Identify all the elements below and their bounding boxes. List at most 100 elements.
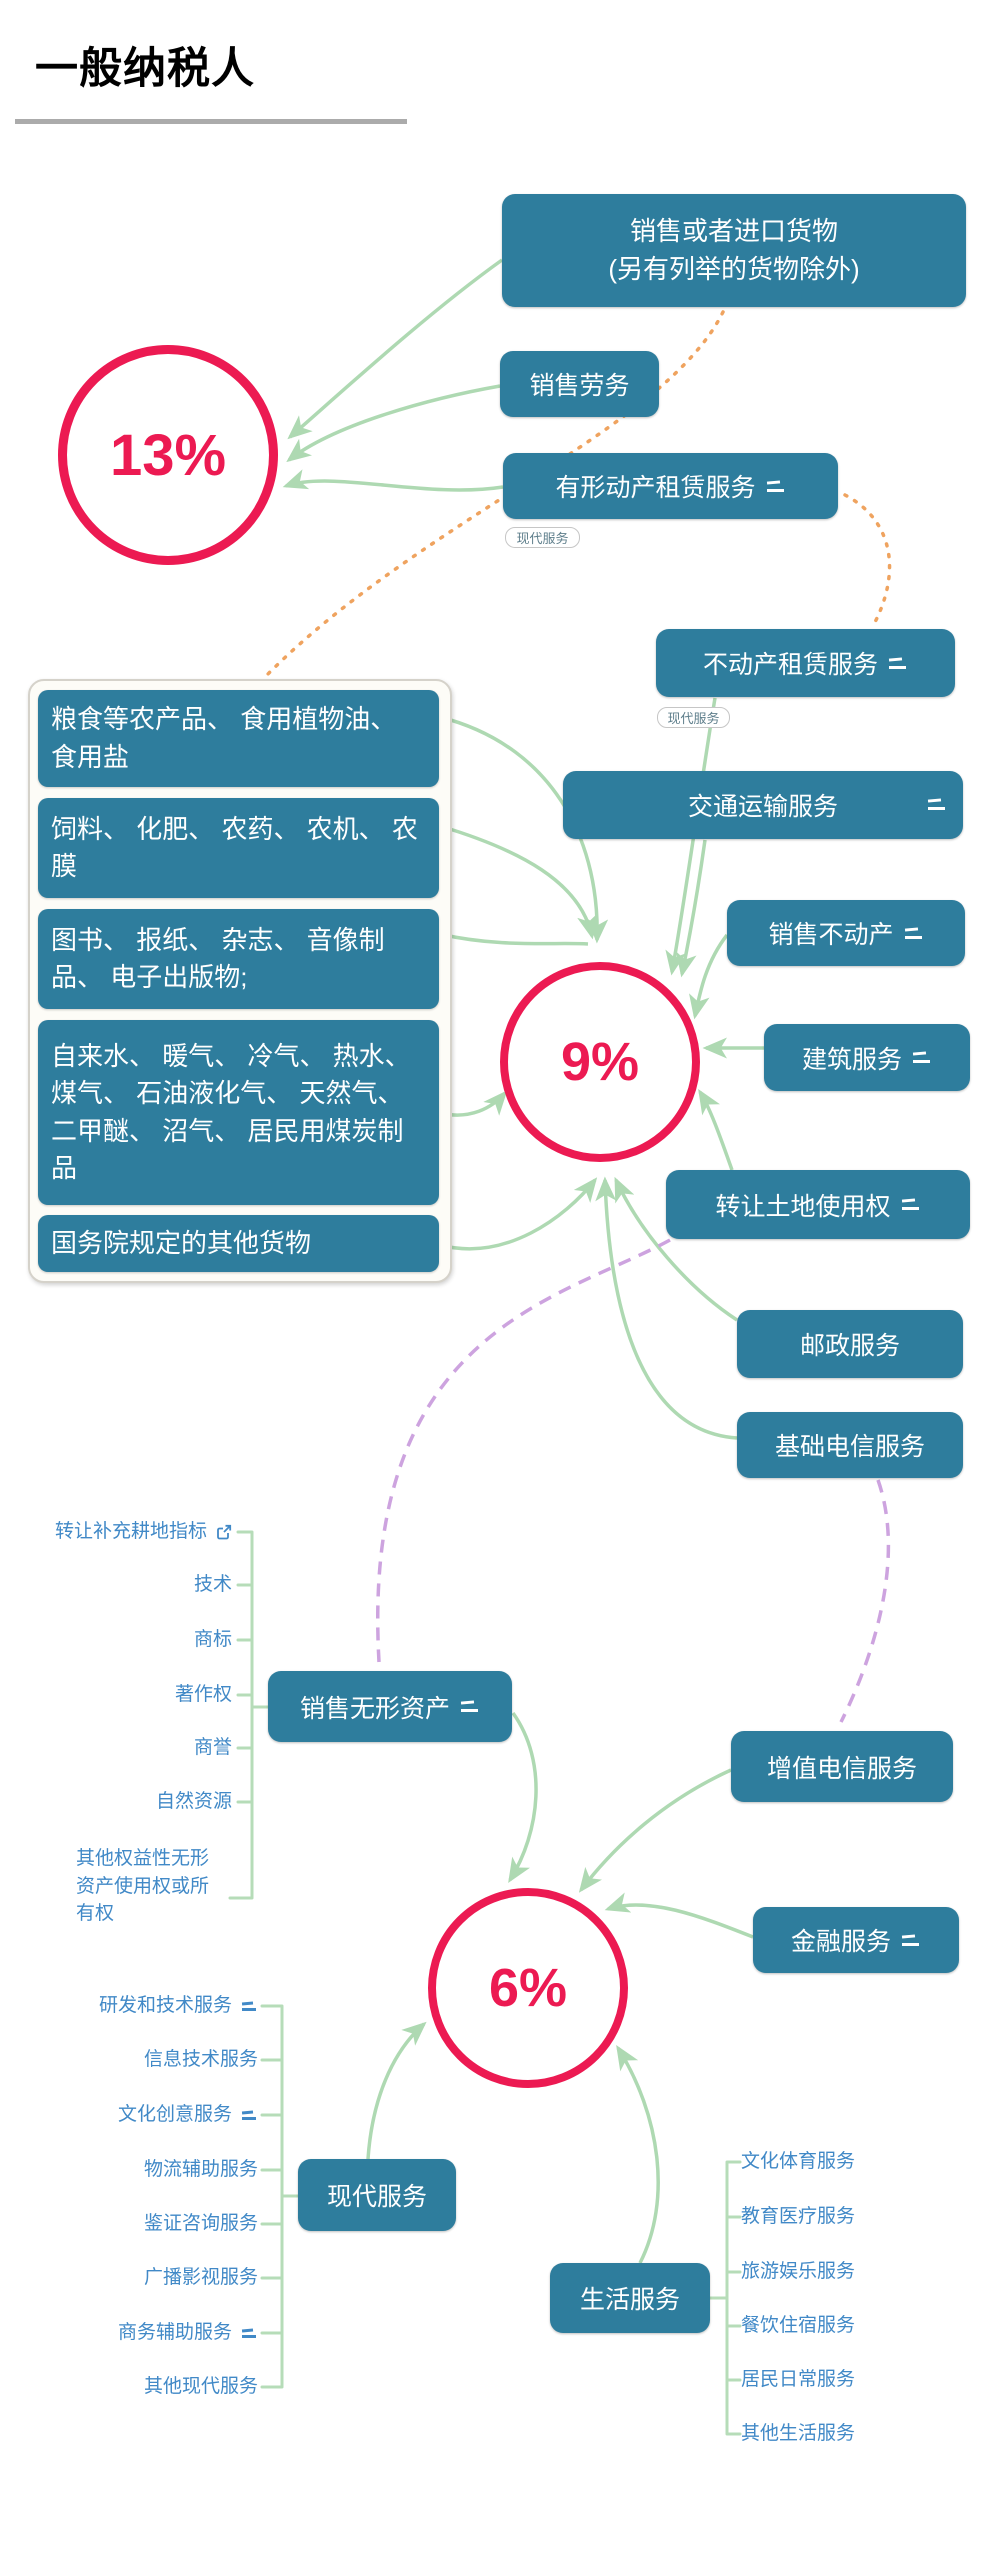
life-item-culture-sports[interactable]: 文化体育服务 bbox=[741, 2148, 941, 2176]
intangible-item-copyright-label: 著作权 bbox=[174, 1684, 232, 1706]
notes-icon bbox=[241, 2328, 258, 2339]
rate-circle-9[interactable]: 9% bbox=[500, 962, 700, 1162]
arrow-finance-to-6 bbox=[604, 1892, 754, 1939]
modern-item-certification-label: 鉴证咨询服务 bbox=[143, 2213, 258, 2235]
life-item-other[interactable]: 其他生活服务 bbox=[741, 2420, 941, 2448]
arrow-books-to-9 bbox=[439, 932, 589, 946]
modern-item-business-support[interactable]: 商务辅助服务 bbox=[40, 2319, 258, 2347]
node-tangible-lease-label: 有形动产租赁服务 bbox=[555, 474, 756, 502]
goods-item-books-label: 图书、 报纸、 杂志、 音像制品、 电子出版物; bbox=[51, 924, 385, 992]
bracket-modern-list bbox=[260, 2004, 300, 2389]
node-land-use-right[interactable]: 转让土地使用权 bbox=[666, 1170, 970, 1239]
node-construction-label: 建筑服务 bbox=[801, 1045, 902, 1074]
dashed-land-use-to-intangible bbox=[376, 1238, 671, 1663]
node-life-service-label: 生活服务 bbox=[579, 2286, 680, 2314]
notes-icon bbox=[904, 927, 924, 940]
node-tangible-lease[interactable]: 有形动产租赁服务 bbox=[503, 453, 838, 519]
node-vat-telecom[interactable]: 增值电信服务 bbox=[731, 1731, 953, 1802]
arrow-vat-telecom-to-6 bbox=[578, 1768, 732, 1893]
node-modern-service[interactable]: 现代服务 bbox=[298, 2159, 456, 2231]
node-basic-telecom[interactable]: 基础电信服务 bbox=[737, 1412, 963, 1478]
life-item-education-medical[interactable]: 教育医疗服务 bbox=[741, 2203, 941, 2231]
life-item-catering-lodging-label: 餐饮住宿服务 bbox=[741, 2315, 856, 2337]
rate-6-label: 6% bbox=[488, 1958, 568, 2018]
modern-item-broadcast-film[interactable]: 广播影视服务 bbox=[40, 2264, 258, 2292]
goods-item-other[interactable]: 国务院规定的其他货物 bbox=[38, 1215, 439, 1272]
intangible-item-technology[interactable]: 技术 bbox=[20, 1571, 232, 1599]
node-finance[interactable]: 金融服务 bbox=[753, 1907, 959, 1973]
intangible-item-copyright[interactable]: 著作权 bbox=[20, 1681, 232, 1709]
node-sell-labor-label: 销售劳务 bbox=[529, 372, 630, 400]
node-realestate-lease-label: 不动产租赁服务 bbox=[702, 651, 878, 679]
node-basic-telecom-label: 基础电信服务 bbox=[774, 1433, 925, 1461]
life-item-residential-daily-label: 居民日常服务 bbox=[741, 2369, 856, 2391]
node-life-service[interactable]: 生活服务 bbox=[550, 2263, 710, 2333]
external-link-icon bbox=[217, 1524, 232, 1540]
life-item-catering-lodging[interactable]: 餐饮住宿服务 bbox=[741, 2312, 941, 2340]
modern-item-business-support-label: 商务辅助服务 bbox=[117, 2322, 232, 2344]
node-sell-realestate[interactable]: 销售不动产 bbox=[727, 900, 965, 966]
node-intangible-assets[interactable]: 销售无形资产 bbox=[268, 1671, 512, 1742]
node-transport[interactable]: 交通运输服务 bbox=[563, 771, 963, 839]
node-sell-labor[interactable]: 销售劳务 bbox=[500, 351, 659, 417]
node-realestate-lease[interactable]: 不动产租赁服务 bbox=[656, 629, 955, 697]
intangible-item-land-quota-label: 转让补充耕地指标 bbox=[54, 1521, 207, 1543]
rate-9-label: 9% bbox=[560, 1032, 640, 1092]
rate-circle-13[interactable]: 13% bbox=[58, 345, 278, 565]
notes-icon bbox=[766, 480, 786, 493]
life-item-tourism-entertainment[interactable]: 旅游娱乐服务 bbox=[741, 2258, 941, 2286]
rate-13-label: 13% bbox=[109, 422, 227, 488]
node-sell-realestate-label: 销售不动产 bbox=[768, 921, 894, 949]
notes-icon bbox=[901, 1198, 921, 1211]
intangible-item-goodwill[interactable]: 商誉 bbox=[20, 1734, 232, 1762]
node-goods-import[interactable]: 销售或者进口货物 (另有列举的货物除外) bbox=[502, 194, 966, 307]
node-intangible-assets-label: 销售无形资产 bbox=[299, 1694, 450, 1723]
node-postal[interactable]: 邮政服务 bbox=[737, 1310, 963, 1378]
goods-item-utilities[interactable]: 自来水、 暖气、 冷气、 热水、 煤气、 石油液化气、 天然气、 二甲醚、 沼气… bbox=[38, 1020, 439, 1205]
modern-item-it[interactable]: 信息技术服务 bbox=[40, 2046, 258, 2074]
title-underline bbox=[15, 119, 407, 124]
node-construction[interactable]: 建筑服务 bbox=[764, 1024, 970, 1091]
green-arrows-13 bbox=[282, 258, 504, 492]
life-item-other-label: 其他生活服务 bbox=[741, 2423, 856, 2445]
modern-item-broadcast-film-label: 广播影视服务 bbox=[143, 2267, 258, 2289]
modern-item-rnd[interactable]: 研发和技术服务 bbox=[40, 1992, 258, 2020]
arrow-transport-to-9 bbox=[675, 839, 707, 978]
arrow-modern-service-to-6 bbox=[366, 2021, 427, 2160]
life-item-tourism-entertainment-label: 旅游娱乐服务 bbox=[741, 2261, 856, 2283]
node-finance-label: 金融服务 bbox=[790, 1928, 891, 1956]
goods-item-feed-label: 饲料、 化肥、 农药、 农机、 农膜 bbox=[51, 813, 418, 881]
arrow-sell-realestate-to-9 bbox=[689, 933, 729, 1020]
goods-item-books[interactable]: 图书、 报纸、 杂志、 音像制品、 电子出版物; bbox=[38, 909, 439, 1009]
arrow-feed-to-9 bbox=[439, 824, 598, 940]
arrow-intangible-to-6 bbox=[508, 1711, 538, 1883]
modern-item-other[interactable]: 其他现代服务 bbox=[40, 2373, 258, 2401]
goods-item-grain[interactable]: 粮食等农产品、 食用植物油、 食用盐 bbox=[38, 690, 439, 787]
arrow-tangible-lease-to-13 bbox=[282, 469, 504, 492]
goods-item-feed[interactable]: 饲料、 化肥、 农药、 农机、 农膜 bbox=[38, 798, 439, 898]
intangible-item-natural-resources[interactable]: 自然资源 bbox=[20, 1788, 232, 1816]
modern-item-certification[interactable]: 鉴证咨询服务 bbox=[40, 2210, 258, 2238]
life-item-residential-daily[interactable]: 居民日常服务 bbox=[741, 2366, 941, 2394]
dashed-basic-telecom-to-vat-telecom bbox=[839, 1479, 891, 1723]
modern-item-logistics[interactable]: 物流辅助服务 bbox=[40, 2156, 258, 2184]
page-title: 一般纳税人 bbox=[35, 45, 255, 93]
node-postal-label: 邮政服务 bbox=[799, 1332, 900, 1360]
notes-icon bbox=[927, 798, 947, 811]
modern-item-logistics-label: 物流辅助服务 bbox=[143, 2159, 258, 2181]
goods-item-grain-label: 粮食等农产品、 食用植物油、 食用盐 bbox=[51, 704, 397, 772]
life-item-education-medical-label: 教育医疗服务 bbox=[741, 2206, 856, 2228]
rate-circle-6[interactable]: 6% bbox=[428, 1888, 628, 2088]
intangible-item-other-rights[interactable]: 其他权益性无形资产使用权或所有权 bbox=[76, 1845, 222, 1935]
intangible-item-land-quota[interactable]: 转让补充耕地指标 bbox=[20, 1518, 232, 1546]
arrow-land-use-to-9 bbox=[698, 1089, 734, 1171]
tag-modern-service-2: 现代服务 bbox=[657, 707, 730, 728]
modern-item-cultural-creative[interactable]: 文化创意服务 bbox=[40, 2101, 258, 2129]
modern-item-it-label: 信息技术服务 bbox=[143, 2049, 258, 2071]
modern-item-cultural-creative-label: 文化创意服务 bbox=[117, 2104, 232, 2126]
notes-icon bbox=[460, 1700, 480, 1713]
intangible-item-trademark[interactable]: 商标 bbox=[20, 1626, 232, 1654]
life-item-culture-sports-label: 文化体育服务 bbox=[741, 2151, 856, 2173]
arrow-goods-import-to-13 bbox=[287, 258, 504, 440]
